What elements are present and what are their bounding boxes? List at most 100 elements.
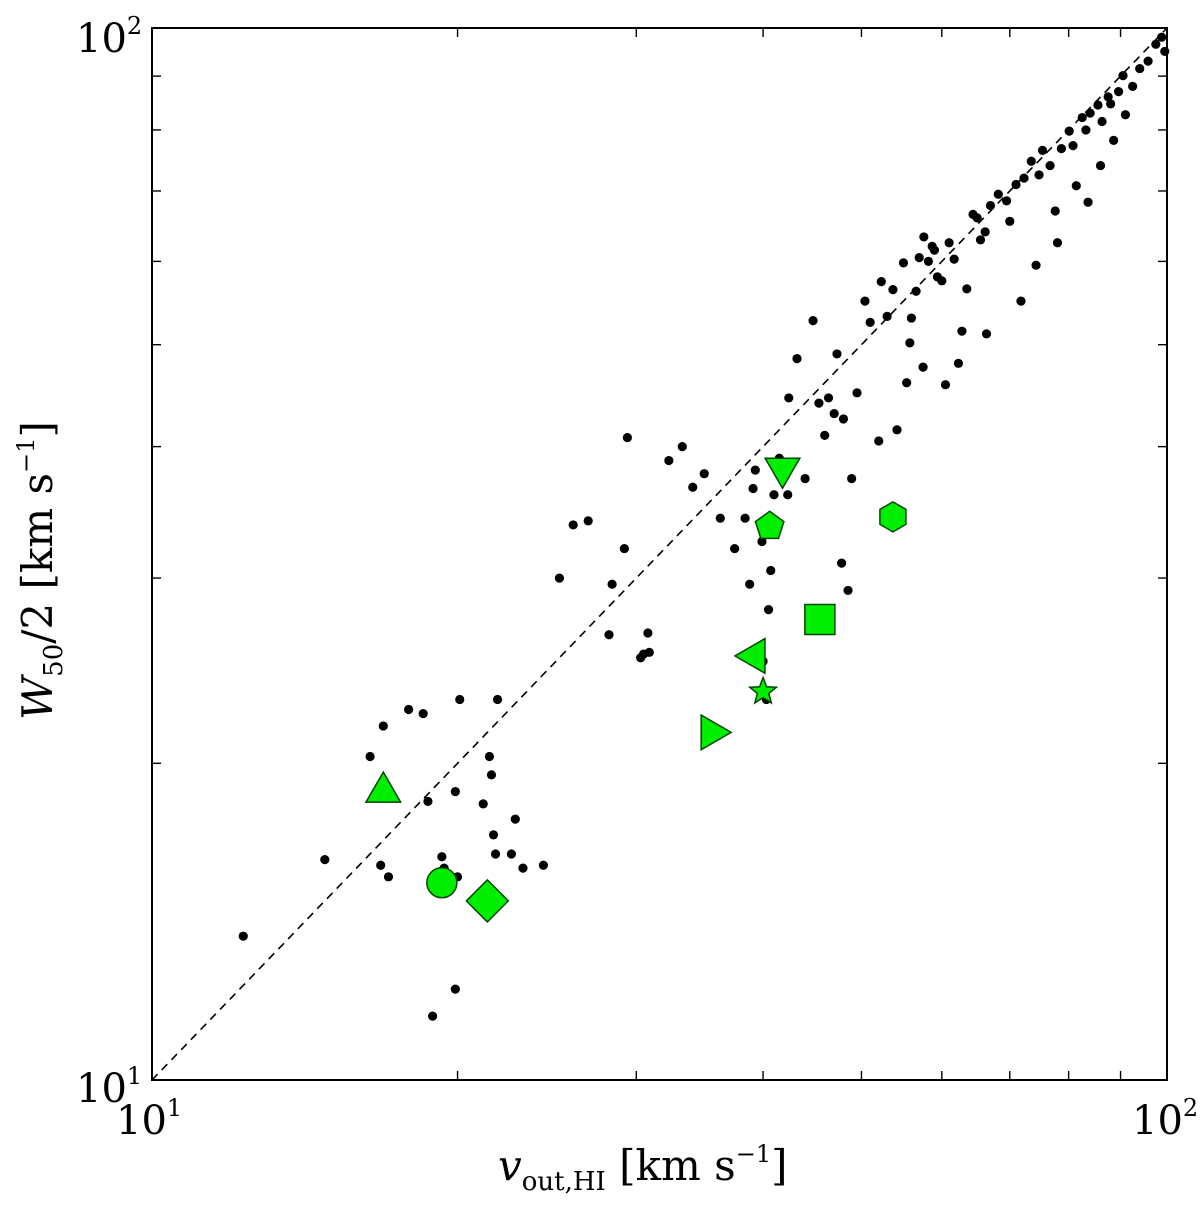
data-point <box>906 313 917 323</box>
data-point <box>865 317 875 327</box>
data-point <box>1050 206 1060 216</box>
data-point <box>1143 56 1153 66</box>
data-point <box>1109 135 1119 145</box>
x-axis-label: vout,HI [km s−1] <box>498 1140 788 1197</box>
marker-triangle-down <box>763 457 802 490</box>
data-point <box>490 849 501 859</box>
data-point <box>902 378 912 388</box>
data-point <box>1068 141 1078 151</box>
axis-ticks <box>151 27 1168 1081</box>
data-point <box>769 490 779 500</box>
data-point <box>975 235 986 245</box>
data-point <box>808 316 818 326</box>
data-point <box>492 694 503 705</box>
data-point <box>1135 63 1145 74</box>
data-point <box>957 326 967 336</box>
data-point <box>748 483 758 494</box>
data-point <box>1026 156 1036 166</box>
data-point <box>911 286 921 296</box>
marker-hexagon <box>879 501 907 533</box>
data-point <box>688 482 698 492</box>
data-point <box>1056 143 1067 154</box>
marker-triangle-up <box>364 770 402 803</box>
data-point <box>478 799 488 809</box>
data-point <box>852 388 862 398</box>
data-point <box>320 854 330 865</box>
data-point <box>1037 145 1048 155</box>
data-point <box>847 473 857 484</box>
data-point <box>1064 126 1074 136</box>
data-point <box>730 543 740 554</box>
data-point <box>607 579 617 589</box>
data-point <box>538 860 548 870</box>
data-point <box>1045 160 1055 171</box>
data-point <box>876 277 886 287</box>
data-point <box>715 513 725 523</box>
data-point <box>619 543 629 554</box>
data-point <box>784 393 794 403</box>
data-point <box>1002 196 1012 206</box>
data-point <box>1097 116 1107 127</box>
data-point <box>874 436 884 446</box>
data-point <box>383 872 394 882</box>
data-point <box>644 647 654 657</box>
data-point <box>1071 181 1081 191</box>
data-point <box>800 473 810 484</box>
data-point <box>914 252 924 263</box>
marker-triangle-left <box>733 637 766 675</box>
marker-square <box>804 603 836 636</box>
data-point <box>510 814 520 824</box>
data-point <box>1011 179 1021 190</box>
data-point <box>376 860 386 870</box>
marker-circle <box>426 866 458 899</box>
data-point <box>677 442 687 452</box>
data-point <box>450 984 460 994</box>
data-point <box>750 465 760 475</box>
data-point <box>1005 216 1015 226</box>
data-point <box>1106 99 1116 109</box>
y-tick-label-max: 102 <box>76 12 142 62</box>
y-axis-label: W50/2 [km s−1] <box>12 421 69 720</box>
data-point <box>1081 125 1091 135</box>
data-point <box>1120 110 1131 120</box>
data-point <box>940 380 951 390</box>
marker-triangle-right <box>700 713 733 752</box>
background-points <box>238 32 1170 1021</box>
data-point <box>664 455 674 466</box>
data-point <box>888 285 898 295</box>
y-tick-label-min: 101 <box>76 1062 142 1112</box>
highlighted-points <box>364 457 907 923</box>
data-point <box>1077 112 1087 123</box>
data-point <box>832 349 842 359</box>
data-point <box>428 1011 438 1021</box>
marker-pentagon <box>754 510 785 540</box>
data-point <box>981 329 992 339</box>
data-point <box>1151 39 1161 49</box>
data-point <box>238 931 248 941</box>
data-point <box>699 469 709 479</box>
data-point <box>949 254 959 264</box>
data-point <box>378 721 388 731</box>
data-point <box>993 189 1003 199</box>
data-point <box>1019 173 1029 183</box>
data-point <box>554 573 565 583</box>
data-point <box>1113 87 1124 97</box>
x-tick-label-max: 102 <box>1132 1094 1198 1144</box>
data-point <box>1083 197 1093 207</box>
data-point <box>918 362 928 372</box>
reference-line <box>151 27 1168 1081</box>
data-point <box>1031 260 1041 270</box>
data-point <box>757 536 767 547</box>
data-point <box>518 863 528 873</box>
data-point <box>1093 100 1103 110</box>
data-point <box>488 830 499 840</box>
data-point <box>882 311 892 321</box>
data-point <box>905 338 915 348</box>
data-point <box>740 513 750 523</box>
data-point <box>1128 81 1138 92</box>
data-point <box>583 516 593 526</box>
marker-diamond <box>465 878 510 923</box>
plot-frame <box>151 27 1168 1081</box>
data-point <box>1095 160 1106 171</box>
